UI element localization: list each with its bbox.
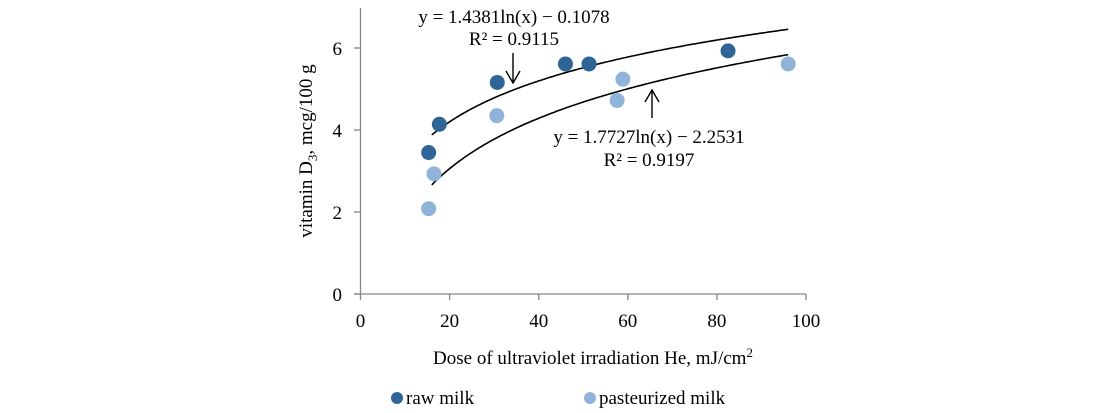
legend-marker-raw-milk <box>391 392 403 404</box>
data-point-pasteurized-milk <box>421 201 437 217</box>
arrow-down-icon <box>505 53 521 85</box>
x-tick-label: 0 <box>356 311 366 332</box>
x-axis-title: Dose of ultraviolet irradiation He, mJ/c… <box>433 345 753 369</box>
x-tick-label: 20 <box>440 311 459 332</box>
legend-label-raw-milk: raw milk <box>406 388 475 409</box>
x-axis-title-text: Dose of ultraviolet irradiation He, mJ/c… <box>433 348 747 369</box>
data-point-pasteurized-milk <box>609 92 625 108</box>
y-axis-title-subscript: 3 <box>305 155 320 162</box>
legend-marker-pasteurized-milk <box>584 392 596 404</box>
data-point-raw-milk <box>421 145 437 161</box>
data-point-pasteurized-milk <box>426 166 442 182</box>
y-axis-title-prefix: vitamin D <box>296 161 317 238</box>
trendlines <box>431 28 789 186</box>
y-tick-label: 2 <box>333 203 343 224</box>
data-points <box>421 43 796 217</box>
data-point-raw-milk <box>581 56 597 72</box>
pasteurized-milk-trend-annotation: y = 1.7727ln(x) − 2.2531 R² = 0.9197 <box>553 88 745 171</box>
legend: raw milk pasteurized milk <box>391 388 726 409</box>
data-point-raw-milk <box>489 74 505 90</box>
x-tick-label: 40 <box>529 311 548 332</box>
trendline-raw-milk <box>431 28 789 136</box>
raw-milk-r2: R² = 0.9115 <box>469 29 559 50</box>
x-axis-title-superscript: 2 <box>746 345 753 360</box>
x-tick-label: 60 <box>618 311 637 332</box>
x-ticks: 0 20 40 60 80 100 <box>356 294 821 332</box>
data-point-raw-milk <box>720 43 736 59</box>
data-point-raw-milk <box>431 116 447 132</box>
y-tick-label: 0 <box>333 285 343 306</box>
x-tick-label: 80 <box>707 311 726 332</box>
y-ticks: 0 2 4 6 <box>333 39 361 306</box>
raw-milk-equation: y = 1.4381ln(x) − 0.1078 <box>418 7 609 28</box>
y-axis-title: vitamin D3, mcg/100 g <box>296 64 320 238</box>
y-tick-label: 4 <box>333 121 343 142</box>
data-point-raw-milk <box>557 56 573 72</box>
pasteurized-milk-equation: y = 1.7727ln(x) − 2.2531 <box>553 127 744 148</box>
trendline-pasteurized-milk <box>431 53 789 186</box>
y-tick-label: 6 <box>333 39 343 60</box>
pasteurized-milk-r2: R² = 0.9197 <box>604 150 695 171</box>
x-tick-label: 100 <box>792 311 821 332</box>
raw-milk-trend-annotation: y = 1.4381ln(x) − 0.1078 R² = 0.9115 <box>418 7 610 85</box>
arrow-up-icon <box>644 88 660 118</box>
data-point-pasteurized-milk <box>615 71 631 87</box>
y-axis-title-suffix: , mcg/100 g <box>296 64 317 155</box>
data-point-pasteurized-milk <box>489 108 505 124</box>
data-point-pasteurized-milk <box>780 56 796 72</box>
legend-label-pasteurized-milk: pasteurized milk <box>599 388 726 409</box>
